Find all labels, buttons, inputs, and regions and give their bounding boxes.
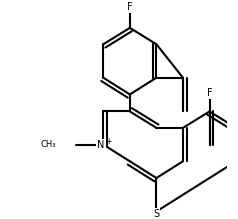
Text: F: F [207, 88, 212, 98]
Text: +: + [105, 137, 111, 146]
Text: F: F [127, 2, 133, 12]
Text: CH₃: CH₃ [40, 140, 55, 149]
Text: S: S [153, 209, 159, 219]
Text: N: N [98, 140, 105, 150]
